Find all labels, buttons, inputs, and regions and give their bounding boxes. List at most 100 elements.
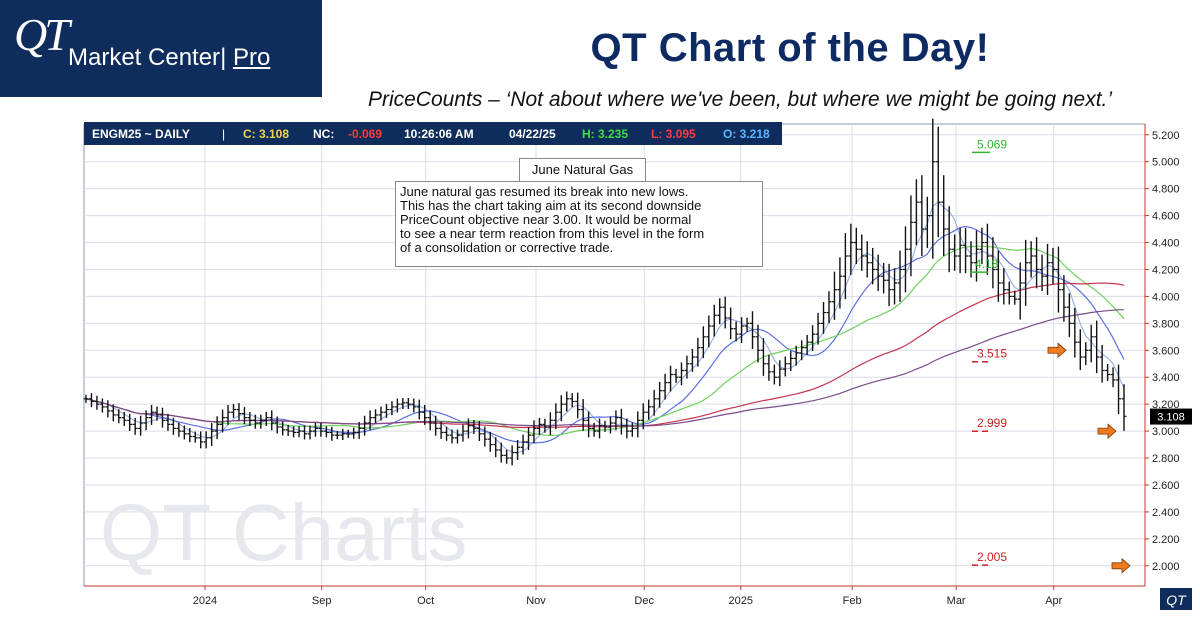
price-bar: [170, 417, 176, 435]
price-bar: [487, 431, 493, 452]
objective-label: 2.005: [977, 550, 1007, 564]
y-tick-label: 2.800: [1152, 453, 1180, 465]
price-bar: [323, 426, 329, 438]
price-bar: [837, 257, 843, 309]
price-bar: [875, 254, 881, 292]
price-bar: [209, 423, 215, 446]
price-bar: [220, 409, 226, 433]
x-tick-label: Oct: [417, 595, 434, 607]
x-tick-label: Feb: [843, 595, 862, 607]
header-net-label: NC:: [313, 127, 334, 141]
price-bar: [460, 424, 466, 442]
watermark: QT Charts: [100, 488, 468, 577]
y-tick-label: 3.400: [1152, 372, 1180, 384]
x-tick-label: Dec: [634, 595, 654, 607]
price-bar: [1094, 320, 1100, 374]
price-bar: [706, 315, 712, 348]
price-bar: [979, 227, 985, 265]
price-bar: [717, 298, 723, 325]
price-bar: [312, 422, 318, 437]
corner-logo: QT: [1160, 588, 1192, 610]
page-subtitle: PriceCounts – ‘Not about where we've bee…: [367, 88, 1113, 111]
price-bar: [509, 445, 515, 466]
price-bar: [329, 426, 335, 441]
price-bar: [465, 418, 471, 439]
x-tick-label: 2025: [729, 595, 753, 607]
x-tick-label: 2024: [193, 595, 217, 607]
price-bar: [990, 237, 996, 289]
price-bar: [963, 227, 969, 274]
price-bar: [252, 414, 258, 429]
price-bar: [668, 365, 674, 392]
price-bar: [766, 354, 772, 381]
price-bars: [83, 118, 1127, 466]
price-bar: [1121, 384, 1127, 431]
price-bar: [831, 271, 837, 320]
price-bar: [1023, 239, 1029, 306]
price-bar: [438, 421, 444, 439]
price-bar: [110, 404, 116, 422]
y-tick-label: 3.800: [1152, 318, 1180, 330]
price-bar: [345, 429, 351, 438]
price-bar: [750, 311, 756, 349]
y-tick-label: 2.200: [1152, 534, 1180, 546]
price-bar: [700, 326, 706, 359]
price-bar: [842, 233, 848, 300]
price-bar: [1012, 290, 1018, 305]
price-bar: [389, 401, 395, 416]
x-axis: 2024 Sep Oct Nov Dec 2025 Feb Mar Apr: [84, 585, 1145, 607]
price-bar: [291, 426, 297, 438]
price-bar: [378, 406, 384, 421]
header-net-value: -0.069: [348, 127, 382, 141]
price-bar: [913, 179, 919, 246]
price-bar: [449, 429, 455, 444]
price-bar: [564, 391, 570, 412]
price-bar: [744, 317, 750, 332]
brand-logo: QT Market Center| Pro: [0, 0, 322, 97]
price-bar: [225, 404, 231, 425]
price-bar: [187, 428, 193, 443]
price-bar: [236, 403, 242, 421]
price-bar: [902, 226, 908, 293]
annotation-title: June Natural Gas: [519, 158, 646, 182]
price-bar: [1050, 247, 1056, 285]
price-bar: [258, 414, 264, 429]
price-bar: [678, 362, 684, 386]
price-bar: [657, 381, 663, 408]
price-bar: [247, 411, 253, 426]
price-bar: [159, 407, 165, 428]
price-bar: [1061, 275, 1067, 322]
price-bar: [132, 417, 138, 435]
svg-text:QT: QT: [1166, 592, 1187, 608]
price-bar: [373, 409, 379, 424]
price-bar: [629, 422, 635, 437]
price-bar: [307, 425, 313, 440]
price-bar: [520, 434, 526, 455]
price-bar: [848, 223, 854, 275]
price-bar: [536, 417, 542, 435]
y-tick-label: 4.600: [1152, 211, 1180, 223]
price-bar: [859, 234, 865, 271]
price-bar: [471, 420, 477, 435]
price-bar: [198, 431, 204, 449]
price-bar: [192, 431, 198, 443]
price-bar: [405, 397, 411, 410]
price-bar: [591, 422, 597, 437]
brand-logo-mark: QT: [14, 9, 70, 60]
price-bar: [739, 317, 745, 344]
price-bar: [274, 416, 280, 434]
price-bar: [241, 407, 247, 425]
price-bar: [498, 442, 504, 463]
price-bar: [334, 431, 340, 440]
price-bar: [722, 296, 728, 329]
price-bar: [941, 175, 947, 256]
annotation-line: June natural gas resumed its break into …: [400, 184, 689, 199]
price-bar: [1099, 344, 1105, 383]
price-bar: [422, 404, 428, 425]
price-bar: [651, 389, 657, 416]
price-bar: [635, 411, 641, 438]
price-bar: [416, 399, 422, 420]
price-bar: [1116, 364, 1122, 415]
y-axis: 5.200 5.000 4.800 4.600 4.400 4.200 4.000 3.800…: [1144, 124, 1180, 586]
price-bar: [569, 393, 575, 408]
